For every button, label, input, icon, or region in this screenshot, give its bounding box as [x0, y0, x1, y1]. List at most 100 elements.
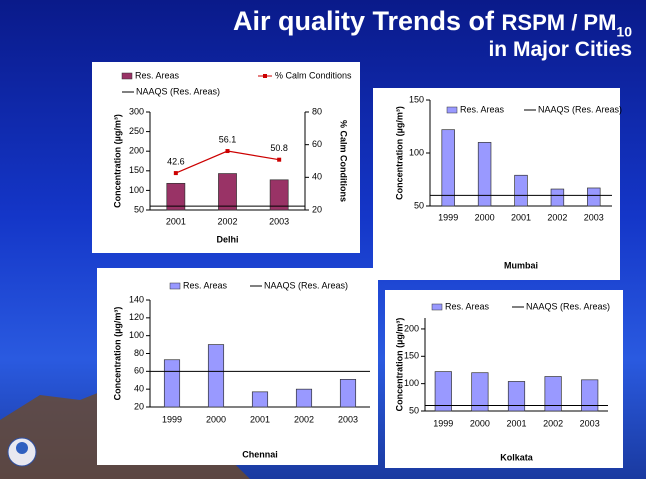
y-tick-label: 120 [129, 312, 144, 322]
y-tick-label: 40 [134, 384, 144, 394]
title-subscript: 10 [616, 23, 632, 40]
panel [92, 62, 360, 253]
y-tick-label: 100 [409, 147, 424, 157]
panel [373, 88, 620, 280]
bar [434, 371, 452, 412]
y-axis-label: Concentration (µg/m³) [112, 114, 122, 208]
x-tick-label: 2002 [543, 418, 563, 428]
x-tick-label: 1999 [162, 414, 182, 424]
x-tick-label: 2002 [294, 414, 314, 424]
y2-tick-label: 40 [312, 172, 322, 182]
x-tick-label: 1999 [433, 418, 453, 428]
x-tick-label: 2003 [269, 216, 289, 226]
calm-marker [173, 171, 178, 176]
x-tick-label: 2000 [470, 418, 490, 428]
bar [339, 379, 357, 408]
legend-swatch [121, 72, 133, 80]
legend-swatch [431, 303, 443, 311]
calm-marker [225, 149, 230, 154]
y-tick-label: 300 [129, 106, 144, 116]
y-tick-label: 60 [134, 366, 144, 376]
bar [163, 359, 181, 408]
legend-label: NAAQS (Res. Areas) [538, 104, 622, 114]
y-axis-label: Concentration (µg/m³) [394, 106, 404, 200]
legend-swatch [446, 106, 458, 114]
legend-label: NAAQS (Res. Areas) [526, 301, 610, 311]
panel [385, 290, 623, 468]
y2-tick-label: 20 [312, 204, 322, 214]
bar [477, 142, 492, 207]
x-tick-label: 2003 [580, 418, 600, 428]
data-label: 50.8 [270, 143, 288, 153]
bar [295, 388, 313, 408]
y-tick-label: 50 [414, 200, 424, 210]
x-tick-label: 2001 [166, 216, 186, 226]
y-tick-label: 50 [409, 405, 419, 415]
bar [544, 376, 562, 412]
y-axis-label: Concentration (µg/m³) [394, 318, 404, 412]
y-tick-label: 150 [409, 94, 424, 104]
x-tick-label: 2003 [338, 414, 358, 424]
title-text: RSPM / PM [501, 10, 617, 35]
legend-label: NAAQS (Res. Areas) [264, 280, 348, 290]
bar [269, 179, 289, 211]
x-tick-label: 2000 [206, 414, 226, 424]
title-text: Air quality Trends of [232, 6, 502, 36]
bar [218, 173, 237, 211]
x-tick-label: 2001 [506, 418, 526, 428]
y-tick-label: 140 [129, 294, 144, 304]
legend-label: NAAQS (Res. Areas) [136, 86, 220, 96]
x-tick-label: 2002 [547, 212, 567, 222]
x-tick-label: 2003 [584, 212, 604, 222]
x-tick-label: 1999 [438, 212, 458, 222]
y-tick-label: 150 [404, 351, 419, 361]
y-tick-label: 250 [129, 126, 144, 136]
y-tick-label: 100 [404, 378, 419, 388]
legend-label: Res. Areas [460, 104, 505, 114]
bar [441, 129, 455, 207]
y-axis-label: Concentration (µg/m³) [112, 307, 122, 401]
y-tick-label: 100 [129, 330, 144, 340]
x-axis-label: Delhi [216, 234, 238, 244]
y2-tick-label: 80 [312, 106, 322, 116]
bar [507, 381, 526, 412]
y2-axis-label: % Calm Conditions [339, 120, 349, 202]
bar [581, 379, 599, 412]
bar [251, 391, 269, 408]
bar [514, 174, 528, 207]
x-axis-label: Chennai [242, 449, 278, 459]
legend-marker [263, 74, 267, 78]
legend-label: Res. Areas [135, 70, 180, 80]
y-tick-label: 150 [129, 165, 144, 175]
legend-label: Res. Areas [445, 301, 490, 311]
y-tick-label: 200 [129, 146, 144, 156]
data-label: 42.6 [167, 156, 185, 166]
y-tick-label: 80 [134, 348, 144, 358]
bar [550, 188, 565, 207]
legend-label: % Calm Conditions [275, 70, 352, 80]
data-label: 56.1 [219, 134, 237, 144]
bar [471, 372, 489, 412]
logo-inner [16, 442, 28, 454]
x-axis-label: Mumbai [504, 260, 538, 270]
y-tick-label: 200 [404, 323, 419, 333]
y2-tick-label: 60 [312, 139, 322, 149]
legend-label: Res. Areas [183, 280, 228, 290]
bar [166, 182, 186, 211]
bar [207, 344, 225, 408]
y-tick-label: 100 [129, 185, 144, 195]
y-tick-label: 50 [134, 204, 144, 214]
calm-marker [277, 157, 282, 162]
legend-swatch [169, 282, 181, 290]
panel [97, 268, 378, 465]
x-tick-label: 2002 [217, 216, 237, 226]
x-tick-label: 2001 [250, 414, 270, 424]
bar [587, 187, 601, 207]
y-tick-label: 20 [134, 401, 144, 411]
title: Air quality Trends of RSPM / PM10 [233, 6, 632, 39]
x-axis-label: Kolkata [500, 452, 534, 462]
title-line-2: in Major Cities [488, 38, 632, 61]
x-tick-label: 2000 [475, 212, 495, 222]
